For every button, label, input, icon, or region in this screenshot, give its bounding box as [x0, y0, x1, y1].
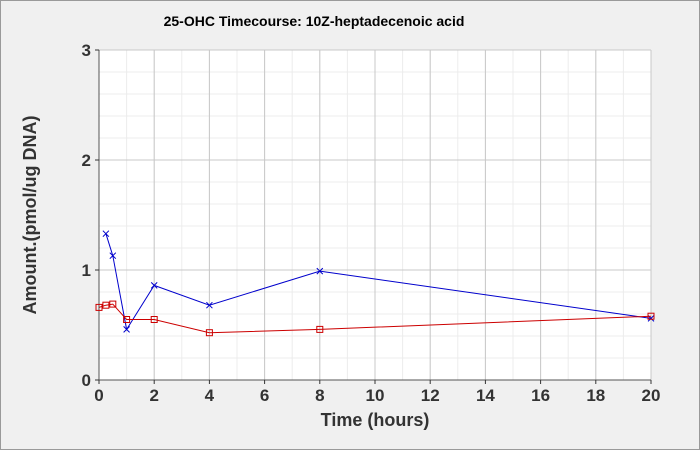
y-axis-label: Amount.(pmol/ug DNA) — [20, 116, 40, 315]
y-axis-ticks: 0 1 2 3 — [82, 41, 99, 390]
x-axis-label: Time (hours) — [321, 410, 430, 430]
series-1 — [102, 230, 655, 333]
data-point-x-marker — [316, 267, 324, 275]
x-tick-label: 16 — [531, 386, 550, 405]
y-tick-label: 2 — [82, 151, 91, 170]
x-tick-label: 4 — [205, 386, 215, 405]
chart-title: 25-OHC Timecourse: 10Z-heptadecenoic aci… — [164, 13, 465, 29]
data-point-square-marker — [647, 312, 655, 320]
data-point-x-marker — [206, 301, 213, 309]
data-point-square-marker — [95, 303, 103, 311]
data-point-x-marker — [123, 326, 130, 333]
data-point-x-marker — [109, 252, 117, 260]
x-tick-label: 8 — [315, 386, 324, 405]
series-line — [98, 303, 652, 334]
x-tick-label: 20 — [642, 386, 661, 405]
grid-lines — [98, 49, 652, 381]
y-tick-label: 1 — [82, 261, 91, 280]
data-point-x-marker — [102, 230, 110, 238]
data-point-square-marker — [316, 325, 324, 333]
x-tick-label: 12 — [421, 386, 440, 405]
data-point-square-marker — [109, 300, 117, 308]
x-axis-ticks: 0 2 4 6 8 10 12 14 16 18 20 — [94, 380, 660, 405]
y-tick-label: 0 — [82, 371, 91, 390]
series-2 — [95, 300, 655, 337]
data-point-x-marker — [150, 282, 158, 289]
x-tick-label: 10 — [366, 386, 385, 405]
x-tick-label: 0 — [94, 386, 103, 405]
x-tick-label: 2 — [149, 386, 158, 405]
x-tick-label: 14 — [476, 386, 495, 405]
series-group — [95, 230, 655, 337]
x-tick-label: 6 — [260, 386, 269, 405]
data-point-square-marker — [123, 316, 131, 323]
x-tick-label: 18 — [586, 386, 605, 405]
y-tick-label: 3 — [82, 41, 91, 60]
data-point-square-marker — [150, 316, 158, 323]
data-point-square-marker — [102, 301, 110, 309]
data-point-square-marker — [205, 329, 213, 337]
